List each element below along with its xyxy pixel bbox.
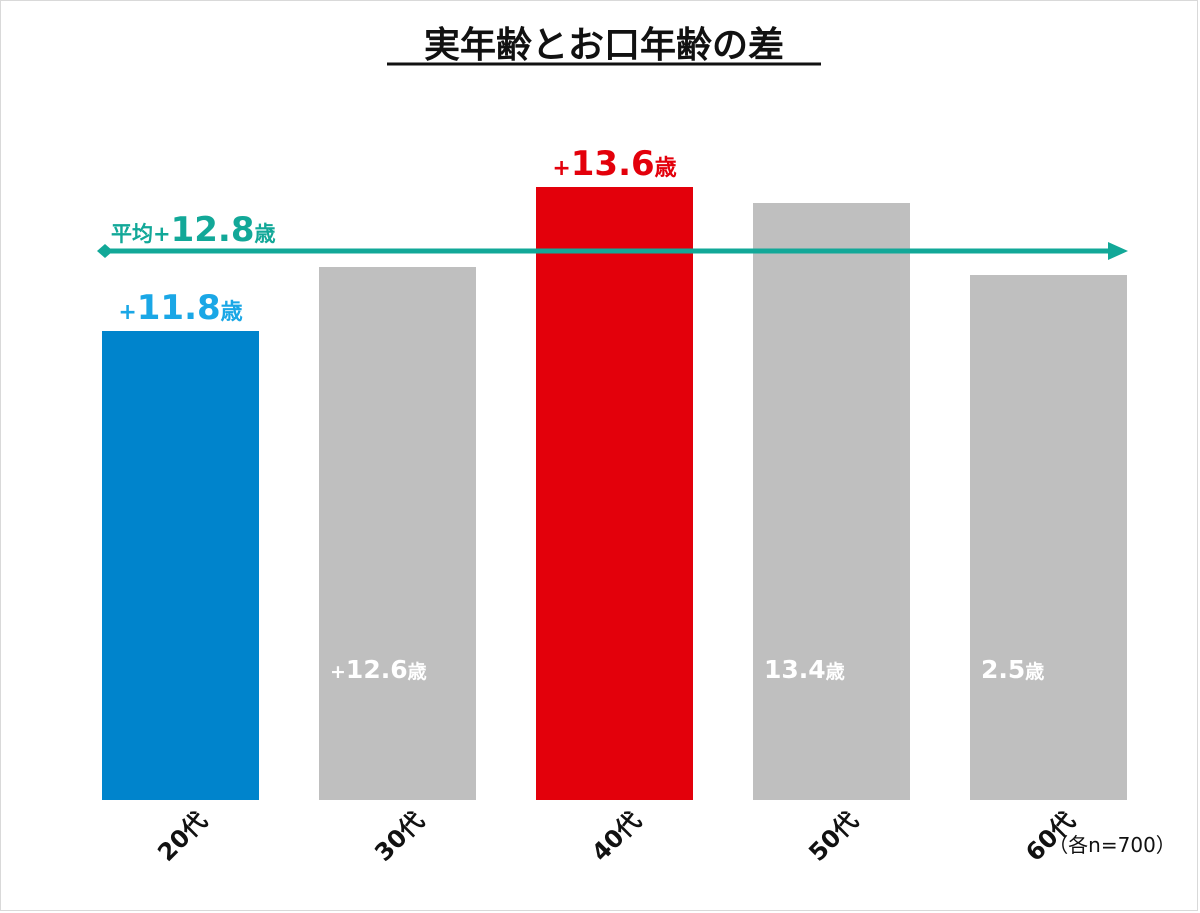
value-label-40代: +13.6歳 (552, 144, 676, 184)
chart-title: 実年齢とお口年齢の差 (424, 25, 784, 66)
bar-30代 (319, 267, 476, 800)
bar-40代 (536, 187, 693, 800)
category-label-50代: 50代 (803, 806, 863, 866)
sample-size-note: （各n=700） (1048, 833, 1176, 857)
average-line-group: 平均+12.8歳 (97, 210, 1128, 260)
value-label-20代: +11.8歳 (118, 288, 242, 328)
average-line-start-marker (97, 244, 113, 258)
value-label-30代: +12.6歳 (330, 655, 427, 684)
category-label-40代: 40代 (586, 806, 646, 866)
bar-50代 (753, 203, 910, 800)
bar-60代 (970, 275, 1127, 800)
category-label-30代: 30代 (369, 806, 429, 866)
bars (102, 187, 1127, 800)
average-line-arrowhead (1108, 242, 1128, 260)
category-labels: 20代 30代 40代 50代 60代 (152, 806, 1080, 866)
value-label-60代: 2.5歳 (981, 655, 1044, 684)
bar-20代 (102, 331, 259, 800)
value-label-50代: 13.4歳 (764, 655, 845, 684)
value-labels: +11.8歳 +12.6歳 +13.6歳 13.4歳 2.5歳 (118, 144, 1044, 684)
category-label-20代: 20代 (152, 806, 212, 866)
average-label: 平均+12.8歳 (111, 210, 276, 250)
